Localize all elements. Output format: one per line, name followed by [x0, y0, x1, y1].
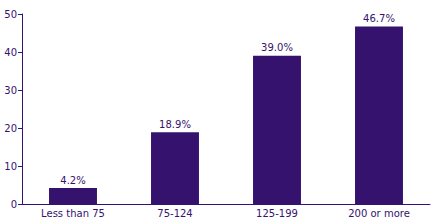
svg-text:4.2%: 4.2%: [60, 175, 85, 186]
svg-text:0: 0: [11, 199, 17, 210]
svg-text:40: 40: [4, 47, 17, 58]
svg-text:18.9%: 18.9%: [159, 119, 191, 130]
svg-text:10: 10: [4, 161, 17, 172]
svg-text:Less than 75: Less than 75: [41, 208, 105, 219]
svg-text:200 or more: 200 or more: [348, 208, 410, 219]
svg-text:75-124: 75-124: [157, 208, 192, 219]
svg-text:20: 20: [4, 123, 17, 134]
svg-text:30: 30: [4, 85, 17, 96]
svg-text:46.7%: 46.7%: [363, 13, 395, 24]
svg-text:125-199: 125-199: [256, 208, 298, 219]
svg-text:39.0%: 39.0%: [261, 42, 293, 53]
svg-text:50: 50: [4, 9, 17, 20]
